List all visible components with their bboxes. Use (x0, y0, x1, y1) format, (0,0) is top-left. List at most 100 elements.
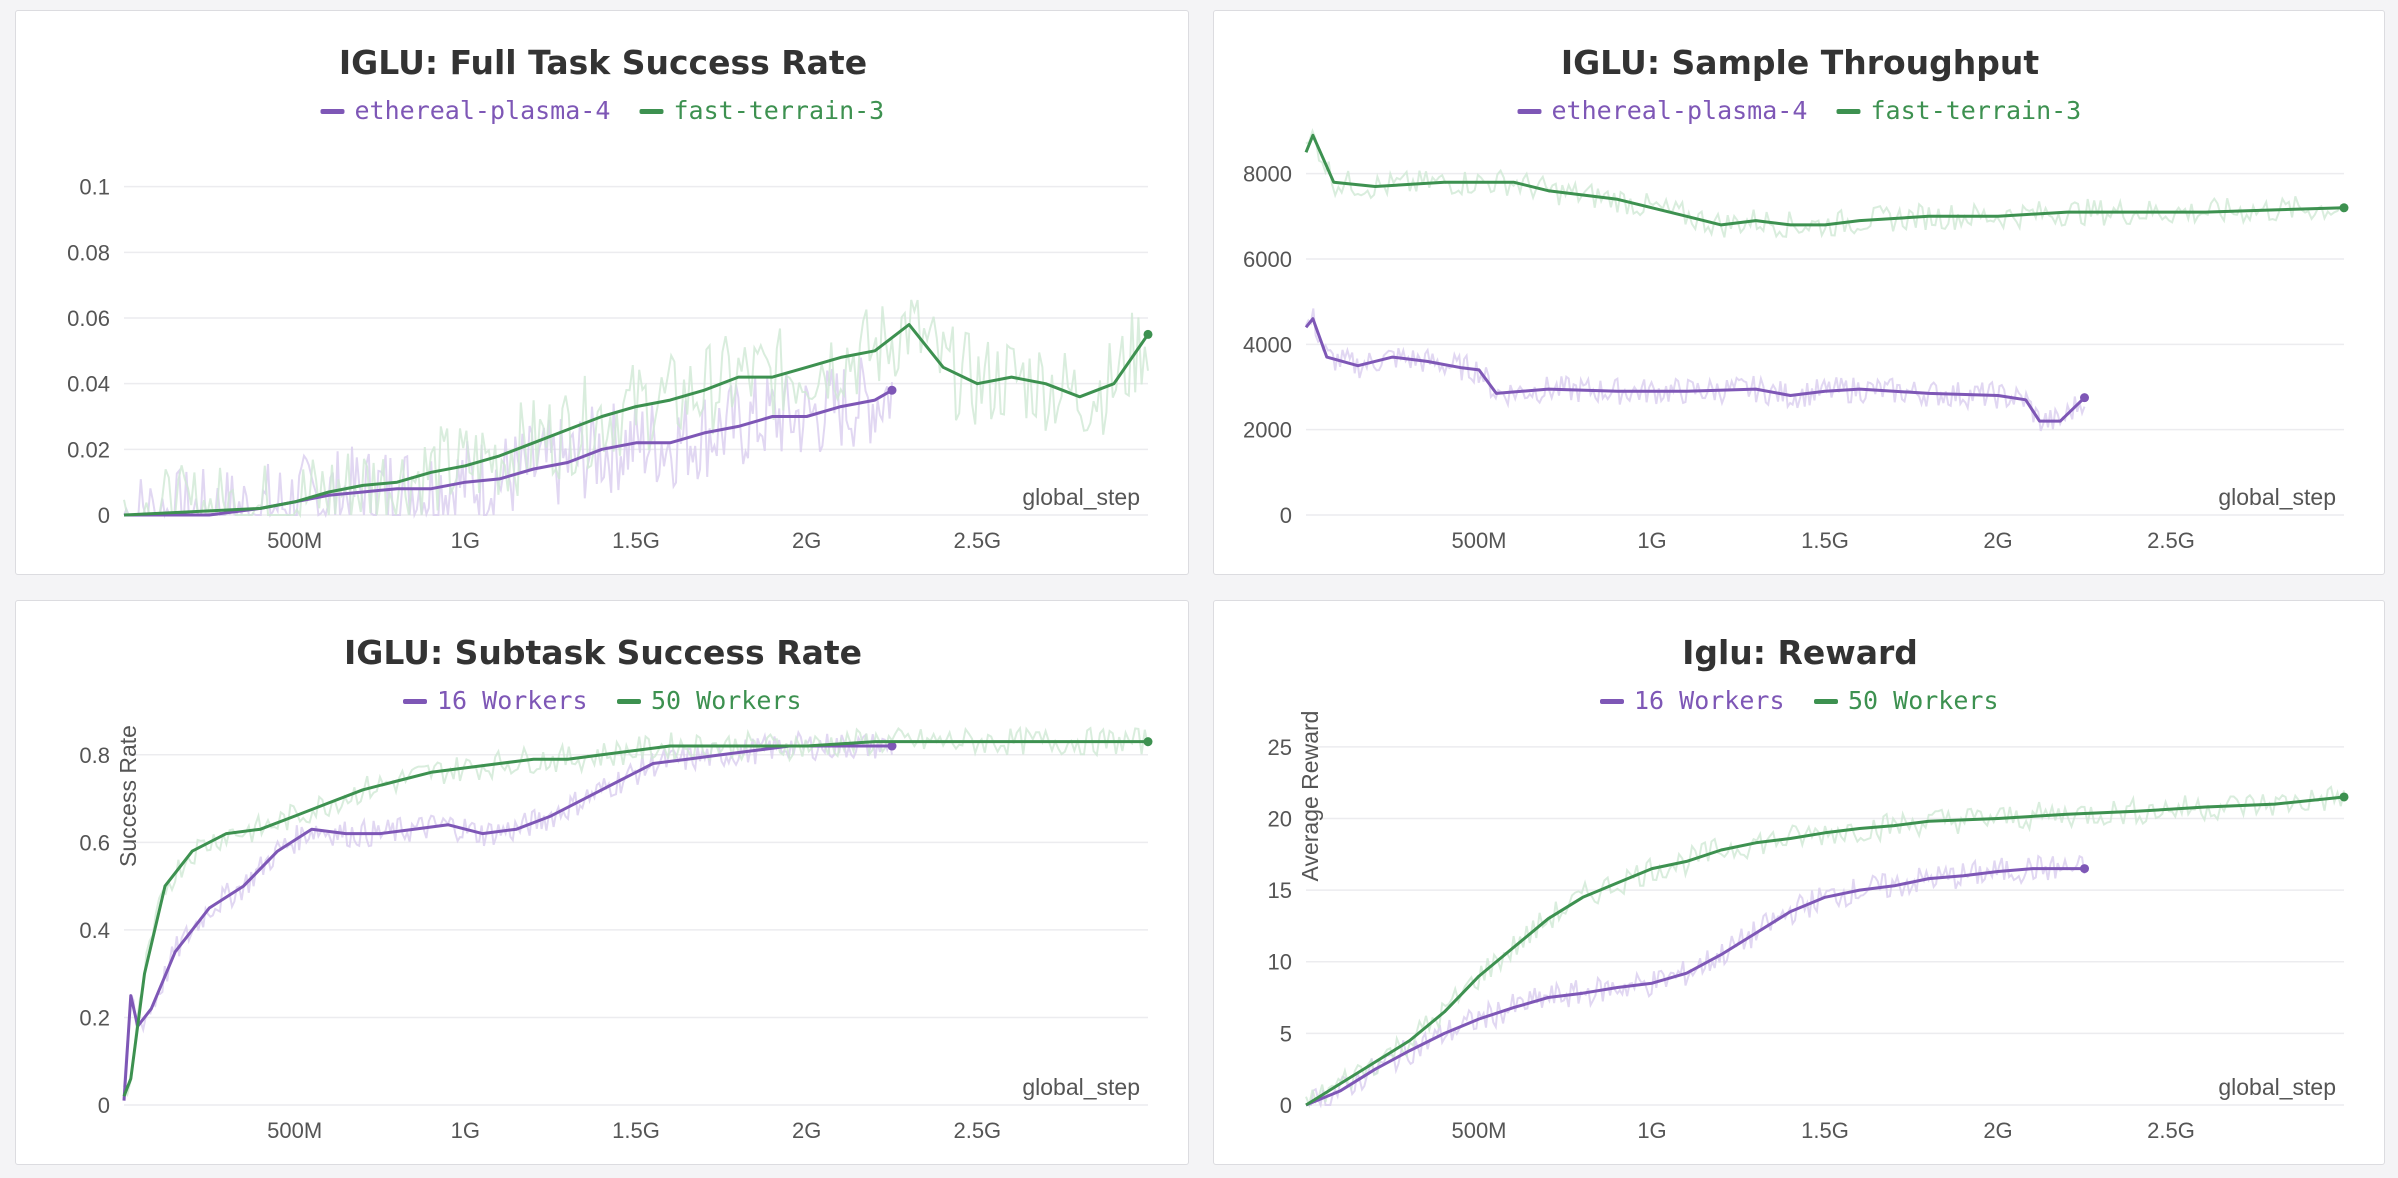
legend-item-50-workers: 50 Workers (617, 686, 802, 715)
legend-swatch (617, 699, 641, 704)
legend-label: ethereal-plasma-4 (355, 96, 611, 125)
y-tick-label: 0.1 (79, 175, 110, 200)
series-line-ethereal-plasma-4 (1304, 317, 2086, 423)
legend-item-16-workers: 16 Workers (403, 686, 588, 715)
legend-label: 16 Workers (437, 686, 588, 715)
chart-panel-reward: Iglu: Reward 16 Workers 50 Workers 0 5 10 15 20… (1213, 600, 2385, 1165)
legend-label: 50 Workers (651, 686, 802, 715)
y-tick-label: 0 (1280, 1093, 1292, 1118)
x-tick-label: 1G (1637, 528, 1666, 553)
series-end-point-fast-terrain-3 (1143, 329, 1153, 339)
legend-label: fast-terrain-3 (674, 96, 885, 125)
legend-swatch (1814, 699, 1838, 704)
chart-panel-subtask-success: IGLU: Subtask Success Rate 16 Workers 50 W… (15, 600, 1189, 1165)
x-axis-label: global_step (2218, 1074, 2336, 1100)
legend-label: 50 Workers (1848, 686, 1999, 715)
y-axis-label: Success Rate (115, 725, 141, 867)
x-tick-label: 500M (1451, 528, 1506, 553)
x-tick-label: 2G (1983, 528, 2012, 553)
series-noise-50-workers (1305, 785, 2345, 1109)
chart-title: IGLU: Subtask Success Rate (344, 633, 862, 672)
series-line-16-workers (122, 744, 892, 1101)
series-noise-fast-terrain-3 (1305, 127, 2345, 239)
y-tick-label: 25 (1268, 735, 1292, 760)
x-axis-label: global_step (1022, 1074, 1140, 1100)
legend-item-fast-terrain-3: fast-terrain-3 (1836, 96, 2082, 125)
series-line-fast-terrain-3 (1304, 133, 2345, 227)
series-end-point-50-workers (2339, 792, 2349, 802)
legend-item-50-workers: 50 Workers (1814, 686, 1999, 715)
y-tick-label: 0 (98, 1093, 110, 1118)
y-tick-label: 0.02 (67, 437, 110, 462)
y-tick-label: 10 (1268, 950, 1292, 975)
legend-swatch (1836, 109, 1861, 114)
chart-full-task-success: IGLU: Full Task Success Rate ethereal-pla… (67, 43, 1153, 553)
x-tick-label: 2G (1983, 1118, 2012, 1143)
legend-swatch (1517, 109, 1542, 114)
x-axis-label: global_step (2218, 484, 2336, 510)
series-end-point-16-workers (2080, 864, 2089, 874)
y-tick-label: 0.2 (79, 1005, 110, 1030)
series-end-point-fast-terrain-3 (2339, 203, 2349, 213)
legend-swatch (403, 699, 427, 704)
y-tick-label: 6000 (1243, 247, 1292, 272)
legend-item-ethereal-plasma-4: ethereal-plasma-4 (1517, 96, 1808, 125)
y-tick-label: 4000 (1243, 332, 1292, 357)
series-line-50-workers (122, 740, 1148, 1097)
x-tick-label: 2G (792, 528, 821, 553)
series-noise-16-workers (123, 729, 893, 1088)
legend-swatch (639, 109, 664, 114)
series-noise-ethereal-plasma-4 (123, 357, 893, 519)
x-tick-label: 500M (267, 1118, 322, 1143)
y-tick-label: 0.6 (79, 830, 110, 855)
y-tick-label: 2000 (1243, 418, 1292, 443)
y-tick-label: 0 (98, 503, 110, 528)
series-end-point-ethereal-plasma-4 (2080, 393, 2089, 403)
y-axis-label: Average Reward (1297, 711, 1323, 882)
x-tick-label: 1G (451, 1118, 480, 1143)
y-tick-label: 0.4 (79, 918, 110, 943)
x-tick-label: 1.5G (612, 528, 660, 553)
chart-title: IGLU: Sample Throughput (1561, 43, 2040, 82)
series-line-fast-terrain-3 (123, 323, 1150, 517)
series-end-point-50-workers (1143, 737, 1153, 747)
chart-panel-full-task-success: IGLU: Full Task Success Rate ethereal-pla… (15, 10, 1189, 575)
x-tick-label: 2.5G (2147, 1118, 2195, 1143)
chart-sample-throughput: IGLU: Sample Throughput ethereal-plasma-4… (1243, 43, 2349, 553)
legend-label: 16 Workers (1634, 686, 1785, 715)
y-tick-label: 0.06 (67, 306, 110, 331)
legend-swatch (1600, 699, 1624, 704)
x-tick-label: 2.5G (953, 528, 1001, 553)
x-axis-label: global_step (1022, 484, 1140, 510)
legend-label: ethereal-plasma-4 (1552, 96, 1808, 125)
legend: 16 Workers 50 Workers (403, 686, 802, 715)
x-tick-label: 1G (1637, 1118, 1666, 1143)
chart-reward: Iglu: Reward 16 Workers 50 Workers 0 5 10 15 20… (1268, 633, 2349, 1143)
series-noise-50-workers (123, 725, 1149, 1097)
legend: ethereal-plasma-4 fast-terrain-3 (320, 96, 885, 125)
series-noise-ethereal-plasma-4 (1305, 308, 2086, 432)
series-end-point-16-workers (887, 741, 897, 751)
y-tick-label: 0 (1280, 503, 1292, 528)
legend-swatch (320, 109, 345, 114)
series-line-ethereal-plasma-4 (124, 388, 893, 517)
series-end-point-ethereal-plasma-4 (887, 385, 897, 395)
series-line-50-workers (1305, 795, 2345, 1107)
y-tick-label: 5 (1280, 1021, 1292, 1046)
y-tick-label: 20 (1268, 806, 1292, 831)
x-tick-label: 500M (1451, 1118, 1506, 1143)
y-tick-label: 0.08 (67, 240, 110, 265)
series-noise-16-workers (1306, 854, 2086, 1109)
legend-item-16-workers: 16 Workers (1600, 686, 1785, 715)
x-tick-label: 1.5G (1801, 528, 1849, 553)
legend-label: fast-terrain-3 (1871, 96, 2082, 125)
series-line-16-workers (1305, 867, 2085, 1107)
legend: 16 Workers 50 Workers (1600, 686, 1999, 715)
legend: ethereal-plasma-4 fast-terrain-3 (1517, 96, 2082, 125)
x-tick-label: 1.5G (1801, 1118, 1849, 1143)
x-tick-label: 2.5G (953, 1118, 1001, 1143)
x-tick-label: 1.5G (612, 1118, 660, 1143)
y-tick-label: 8000 (1243, 162, 1292, 187)
x-tick-label: 2.5G (2147, 528, 2195, 553)
